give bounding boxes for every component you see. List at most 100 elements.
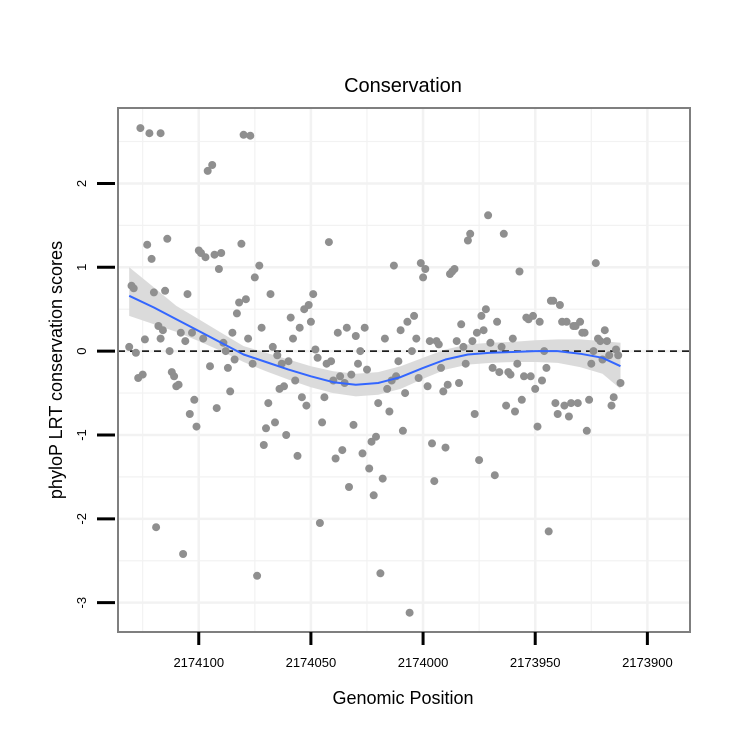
data-point (190, 395, 199, 404)
data-point (223, 363, 232, 372)
data-point (250, 273, 259, 282)
data-point (214, 265, 223, 273)
data-point (490, 471, 499, 480)
data-point (138, 370, 147, 379)
data-point (428, 439, 436, 448)
data-point (585, 395, 594, 404)
data-point (506, 370, 515, 379)
data-point (309, 290, 318, 299)
data-point (497, 342, 506, 351)
data-point (156, 129, 165, 138)
data-point (293, 451, 302, 460)
x-axis-title: Genomic Position (332, 688, 473, 708)
data-point (405, 608, 414, 617)
data-point (472, 328, 481, 337)
data-point (452, 337, 461, 346)
data-point (152, 523, 161, 532)
data-point (327, 357, 336, 366)
data-point (526, 372, 535, 381)
data-point (333, 328, 342, 337)
data-point (421, 265, 430, 273)
data-point (573, 399, 582, 408)
data-point (378, 474, 387, 483)
data-point (596, 337, 605, 346)
data-point (383, 384, 392, 393)
data-point (176, 328, 185, 337)
data-point (455, 379, 463, 387)
data-point (531, 384, 540, 393)
data-point (268, 342, 277, 351)
data-point (481, 305, 490, 314)
data-point (486, 338, 495, 347)
data-point (170, 372, 179, 381)
data-point (246, 131, 255, 140)
data-point (533, 422, 542, 431)
y-axis: -3 -2 -1 0 1 2 (74, 180, 115, 608)
data-point (609, 393, 618, 402)
data-point (439, 387, 448, 396)
data-point (295, 323, 304, 332)
data-point (297, 393, 306, 402)
data-point (203, 166, 212, 175)
data-point (412, 334, 421, 343)
data-point (145, 129, 154, 138)
data-point (576, 317, 585, 326)
data-point (235, 298, 244, 307)
data-point (475, 456, 484, 465)
data-point (369, 491, 378, 500)
data-point (262, 424, 270, 433)
data-point (181, 337, 190, 346)
data-point (257, 323, 266, 332)
data-point (614, 351, 623, 360)
y-tick-label: -1 (74, 429, 89, 441)
data-point (315, 519, 324, 527)
data-point (461, 359, 470, 368)
data-point (403, 317, 412, 326)
data-point (241, 295, 250, 304)
data-point (562, 317, 571, 326)
data-point (306, 317, 315, 326)
data-point (208, 161, 217, 169)
data-point (517, 395, 526, 404)
x-tick-label: 2174000 (398, 655, 449, 670)
data-point (542, 363, 551, 372)
plot-frame (117, 107, 691, 633)
data-point (555, 301, 564, 309)
data-point (443, 380, 452, 389)
data-point (389, 261, 398, 270)
data-point (363, 365, 371, 374)
y-tick-label: 2 (74, 180, 89, 187)
data-point (129, 284, 138, 293)
data-point (174, 380, 183, 389)
smooth-line-layer (128, 294, 621, 386)
data-point (495, 368, 504, 377)
data-point (342, 323, 351, 332)
data-point (226, 387, 235, 396)
data-point (264, 399, 273, 408)
data-point (493, 317, 502, 326)
data-point (551, 399, 560, 408)
data-point (423, 382, 432, 391)
data-point (354, 359, 362, 368)
data-point (201, 253, 210, 262)
data-point (143, 240, 152, 249)
data-point (248, 359, 257, 368)
data-point (410, 311, 419, 320)
y-tick-label: 0 (74, 347, 89, 354)
data-point (508, 334, 517, 343)
data-point (560, 401, 569, 410)
data-point (149, 288, 158, 297)
data-point (313, 353, 322, 362)
data-point (401, 389, 410, 398)
data-point (564, 412, 573, 421)
data-point (217, 249, 226, 257)
data-point (468, 337, 477, 346)
data-point (499, 229, 508, 238)
data-point (450, 265, 459, 273)
data-point (529, 311, 537, 320)
data-point (419, 273, 428, 282)
data-point (221, 347, 230, 356)
data-point (605, 351, 614, 360)
data-point (538, 376, 546, 385)
